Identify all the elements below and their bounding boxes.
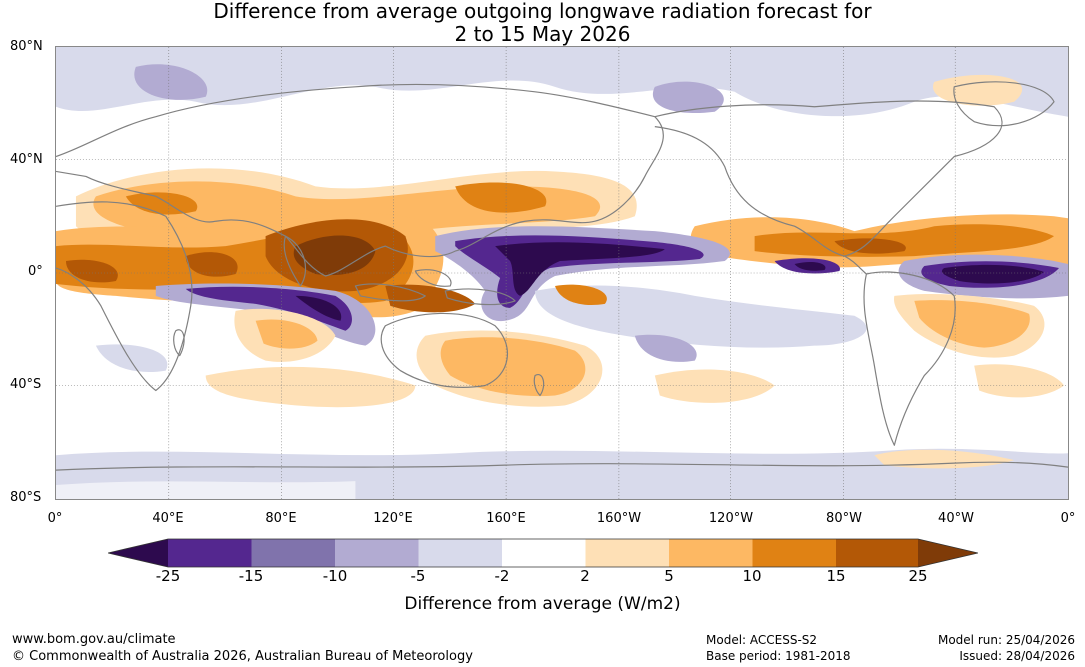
coastlines (56, 81, 1068, 471)
colorbar-swatch-6 (585, 539, 669, 567)
anomaly-asia-warm-core (56, 213, 476, 318)
colorbar-label: -10 (322, 567, 348, 585)
lon-label-160w: 160°W (596, 511, 642, 526)
footer-model-run: Model run: 25/04/2026 (937, 633, 1075, 647)
lon-label-120e: 120°E (373, 511, 413, 526)
colorbar (108, 538, 978, 568)
footer-model: Model: ACCESS-S2 (706, 633, 818, 647)
olr-anomaly-map (55, 46, 1069, 500)
lon-label-0: 0° (47, 511, 63, 526)
colorbar-swatch-9 (836, 539, 918, 567)
footer-model-info: Model: ACCESS-S2 Base period: 1981-2018 (706, 632, 851, 664)
title-line-1: Difference from average outgoing longwav… (213, 0, 872, 23)
anomaly-southern-warm (95, 284, 1065, 408)
footer-url[interactable]: www.bom.gov.au/climate (12, 632, 176, 647)
lon-label-120w: 120°W (708, 511, 754, 526)
lat-label-80s: 80°S (10, 490, 42, 505)
lat-label-40n: 40°N (10, 152, 43, 167)
anomaly-atlantic-wet-band (898, 254, 1068, 299)
lon-label-40e: 40°E (152, 511, 184, 526)
lon-label-40w: 40°W (938, 511, 974, 526)
footer-base-period: Base period: 1981-2018 (706, 649, 851, 663)
colorbar-label: -15 (238, 567, 264, 585)
lon-label-0-east: 0° (1060, 511, 1076, 526)
colorbar-label: -25 (155, 567, 181, 585)
footer-dates: Model run: 25/04/2026 Issued: 28/04/2026 (938, 632, 1075, 664)
colorbar-swatch-7 (669, 539, 753, 567)
colorbar-label: 10 (742, 567, 762, 585)
colorbar-swatch-1 (168, 539, 252, 567)
colorbar-title: Difference from average (W/m2) (404, 594, 681, 614)
anomaly-pacific-wet-band (435, 226, 840, 322)
colorbar-label: 15 (826, 567, 846, 585)
map-title: Difference from average outgoing longwav… (0, 0, 1085, 46)
lon-label-80w: 80°W (826, 511, 862, 526)
colorbar-label: -2 (494, 567, 510, 585)
anomaly-north-warm-band (75, 168, 1068, 268)
colorbar-under-triangle (108, 539, 168, 567)
colorbar-swatch-3 (335, 539, 419, 567)
lat-label-0: 0° (28, 264, 43, 279)
lon-label-80e: 80°E (265, 511, 297, 526)
lat-label-40s: 40°S (10, 377, 42, 392)
colorbar-swatch-2 (251, 539, 335, 567)
colorbar-swatch-8 (752, 539, 836, 567)
lon-label-160e: 160°E (486, 511, 526, 526)
title-line-2: 2 to 15 May 2026 (454, 22, 631, 46)
colorbar-label: 2 (580, 567, 590, 585)
colorbar-label: 5 (664, 567, 674, 585)
colorbar-label: 25 (908, 567, 928, 585)
colorbar-swatch-5 (502, 539, 586, 567)
footer-left: www.bom.gov.au/climate © Commonwealth of… (12, 631, 473, 665)
footer-copyright: © Commonwealth of Australia 2026, Austra… (12, 649, 473, 664)
colorbar-swatch-4 (418, 539, 502, 567)
colorbar-over-triangle (918, 539, 978, 567)
graticule (56, 47, 1068, 499)
lat-label-80n: 80°N (10, 39, 43, 54)
footer-issued: Issued: 28/04/2026 (959, 649, 1075, 663)
colorbar-label: -5 (410, 567, 426, 585)
anomaly-north-polar (56, 47, 1068, 117)
anomaly-south-polar (56, 448, 1068, 499)
